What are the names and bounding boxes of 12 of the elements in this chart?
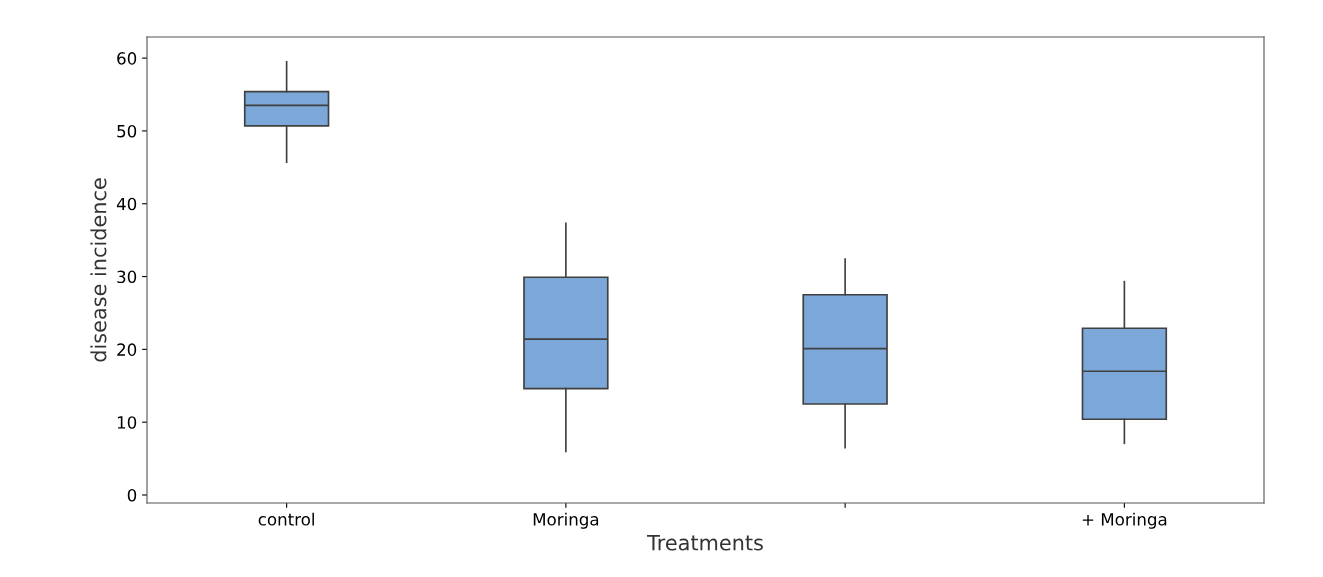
x-tick-label: + Moringa [1082, 512, 1167, 529]
x-tick-label: control [258, 512, 314, 526]
y-tick-label: 10 [117, 416, 137, 429]
y-tick-label: 0 [127, 488, 137, 502]
y-tick-label: 60 [117, 52, 137, 65]
x-tick-label: Moringa [533, 512, 599, 529]
y-axis-title: disease incidence [90, 178, 107, 362]
y-tick-label: 40 [116, 197, 137, 211]
y-tick-label: 30 [117, 270, 137, 284]
y-tick-label: 50 [117, 124, 137, 138]
x-axis-title: Treatments [647, 535, 763, 551]
y-tick-label: 20 [117, 343, 137, 356]
